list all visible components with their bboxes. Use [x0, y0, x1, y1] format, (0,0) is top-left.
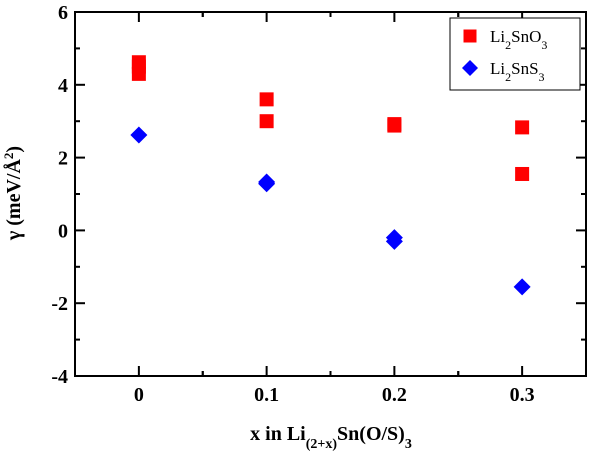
x-axis-title: x in Li(2+x)Sn(O/S)3 — [250, 423, 412, 452]
x-axis-title-subscript: (2+x) — [306, 437, 338, 452]
data-point-square — [515, 120, 530, 135]
legend-marker — [462, 60, 478, 76]
data-point-square — [515, 166, 530, 181]
plot-layer — [130, 55, 531, 296]
x-axis-title-middle: Sn(O/S) — [337, 423, 405, 445]
x-tick-label: 0 — [134, 384, 144, 406]
data-point-square — [131, 66, 146, 81]
y-axis-title-prefix: γ (meV/Å — [2, 159, 25, 242]
data-point-diamond — [385, 232, 403, 250]
y-axis-title: γ (meV/Å2) — [1, 146, 26, 241]
y-tick-label: 0 — [58, 220, 68, 242]
y-axis-title-superscript: 2 — [1, 153, 16, 160]
series-li2sno3 — [131, 55, 530, 181]
y-tick-label: 4 — [58, 75, 68, 97]
x-tick-label: 0.1 — [254, 384, 279, 406]
data-point-diamond — [130, 126, 148, 144]
y-axis-title-suffix: ) — [3, 146, 25, 153]
x-tick-label: 0.2 — [382, 384, 407, 406]
legend-label: Li2SnS3 — [490, 59, 545, 84]
x-tick-label: 0.3 — [510, 384, 535, 406]
legend-marker — [463, 29, 477, 43]
data-point-square — [259, 114, 274, 129]
legend-label: Li2SnO3 — [490, 27, 547, 52]
axis-layer: 0 0.1 0.2 0.3 -4 -2 0 2 4 6 — [51, 2, 587, 406]
y-tick-label: 6 — [58, 2, 68, 24]
x-axis-title-prefix: x in Li — [250, 423, 306, 445]
x-axis-title-subscript-2: 3 — [405, 437, 412, 452]
data-point-square — [387, 118, 402, 133]
data-point-diamond — [258, 175, 276, 193]
y-tick-label: 2 — [58, 148, 68, 170]
data-point-diamond — [513, 278, 531, 296]
legend: Li2SnO3 Li2SnS3 — [449, 17, 581, 91]
data-point-square — [259, 92, 274, 107]
y-tick-label: -2 — [51, 293, 68, 315]
y-tick-label: -4 — [51, 366, 68, 388]
axis-titles: γ (meV/Å2) x in Li(2+x)Sn(O/S)3 — [1, 146, 412, 452]
series-li2sns3 — [130, 126, 531, 296]
